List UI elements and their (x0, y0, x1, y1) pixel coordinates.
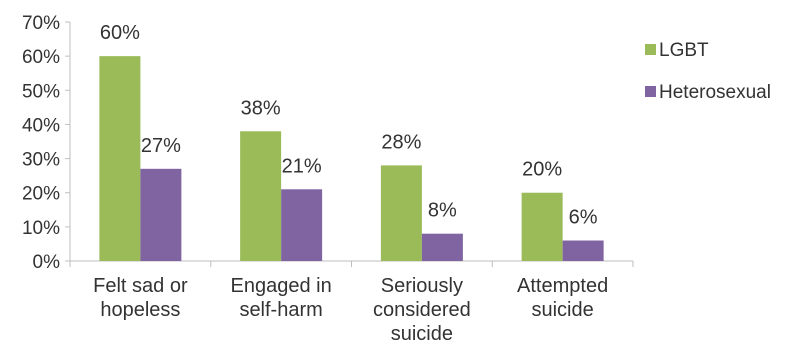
data-label: 21% (282, 155, 322, 177)
bar-lgbt (521, 192, 563, 261)
bar-lgbt (99, 56, 141, 262)
category-label-line: suicide (391, 323, 453, 345)
y-tick-label: 30% (22, 150, 60, 171)
bar-heterosexual (281, 189, 323, 261)
data-label: 27% (141, 135, 181, 157)
bar-heterosexual (421, 233, 463, 261)
category-label: Attempted suicide (517, 275, 608, 321)
legend-label: Heterosexual (659, 82, 771, 103)
category-label-line: suicide (531, 299, 593, 321)
legend-swatch-lgbt (645, 44, 656, 55)
data-label: 28% (381, 131, 421, 153)
data-label: 8% (428, 200, 457, 222)
data-label: 6% (569, 207, 598, 229)
y-tick-label: 60% (22, 47, 60, 68)
bars (99, 56, 604, 262)
category-label: Engaged in self-harm (231, 275, 332, 321)
bar-heterosexual (140, 168, 182, 261)
category-label: Seriously considered suicide (373, 275, 471, 345)
legend-label: LGBT (659, 40, 709, 61)
legend-swatch-heterosexual (645, 86, 656, 97)
y-tick-label: 50% (22, 81, 60, 102)
category-label-line: considered (373, 299, 471, 321)
category-label: Felt sad or hopeless (93, 275, 188, 321)
data-label: 38% (241, 97, 281, 119)
legend: LGBT Heterosexual (645, 40, 771, 103)
y-tick-label: 10% (22, 218, 60, 239)
y-tick-label: 20% (22, 184, 60, 205)
category-labels: Felt sad or hopeless Engaged in self-harm Se… (93, 275, 608, 345)
category-label-line: Felt sad or (93, 275, 188, 297)
bar-heterosexual (562, 240, 604, 261)
y-tick-label: 70% (22, 13, 60, 34)
data-label: 20% (522, 159, 562, 181)
category-label-line: Seriously (381, 275, 463, 297)
bar-lgbt (380, 165, 422, 261)
axes: 0% 10% 20% 30% 40% 50% 60% 70% (22, 13, 634, 273)
category-label-line: Engaged in (231, 275, 332, 297)
category-label-line: Attempted (517, 275, 608, 297)
y-tick-label: 40% (22, 115, 60, 136)
data-labels: 60% 27% 38% 21% 28% 8% 20% 6% (100, 22, 598, 228)
category-label-line: hopeless (100, 299, 180, 321)
bar-lgbt (240, 131, 282, 261)
y-tick-label: 0% (33, 252, 61, 273)
data-label: 60% (100, 22, 140, 44)
category-label-line: self-harm (239, 299, 322, 321)
